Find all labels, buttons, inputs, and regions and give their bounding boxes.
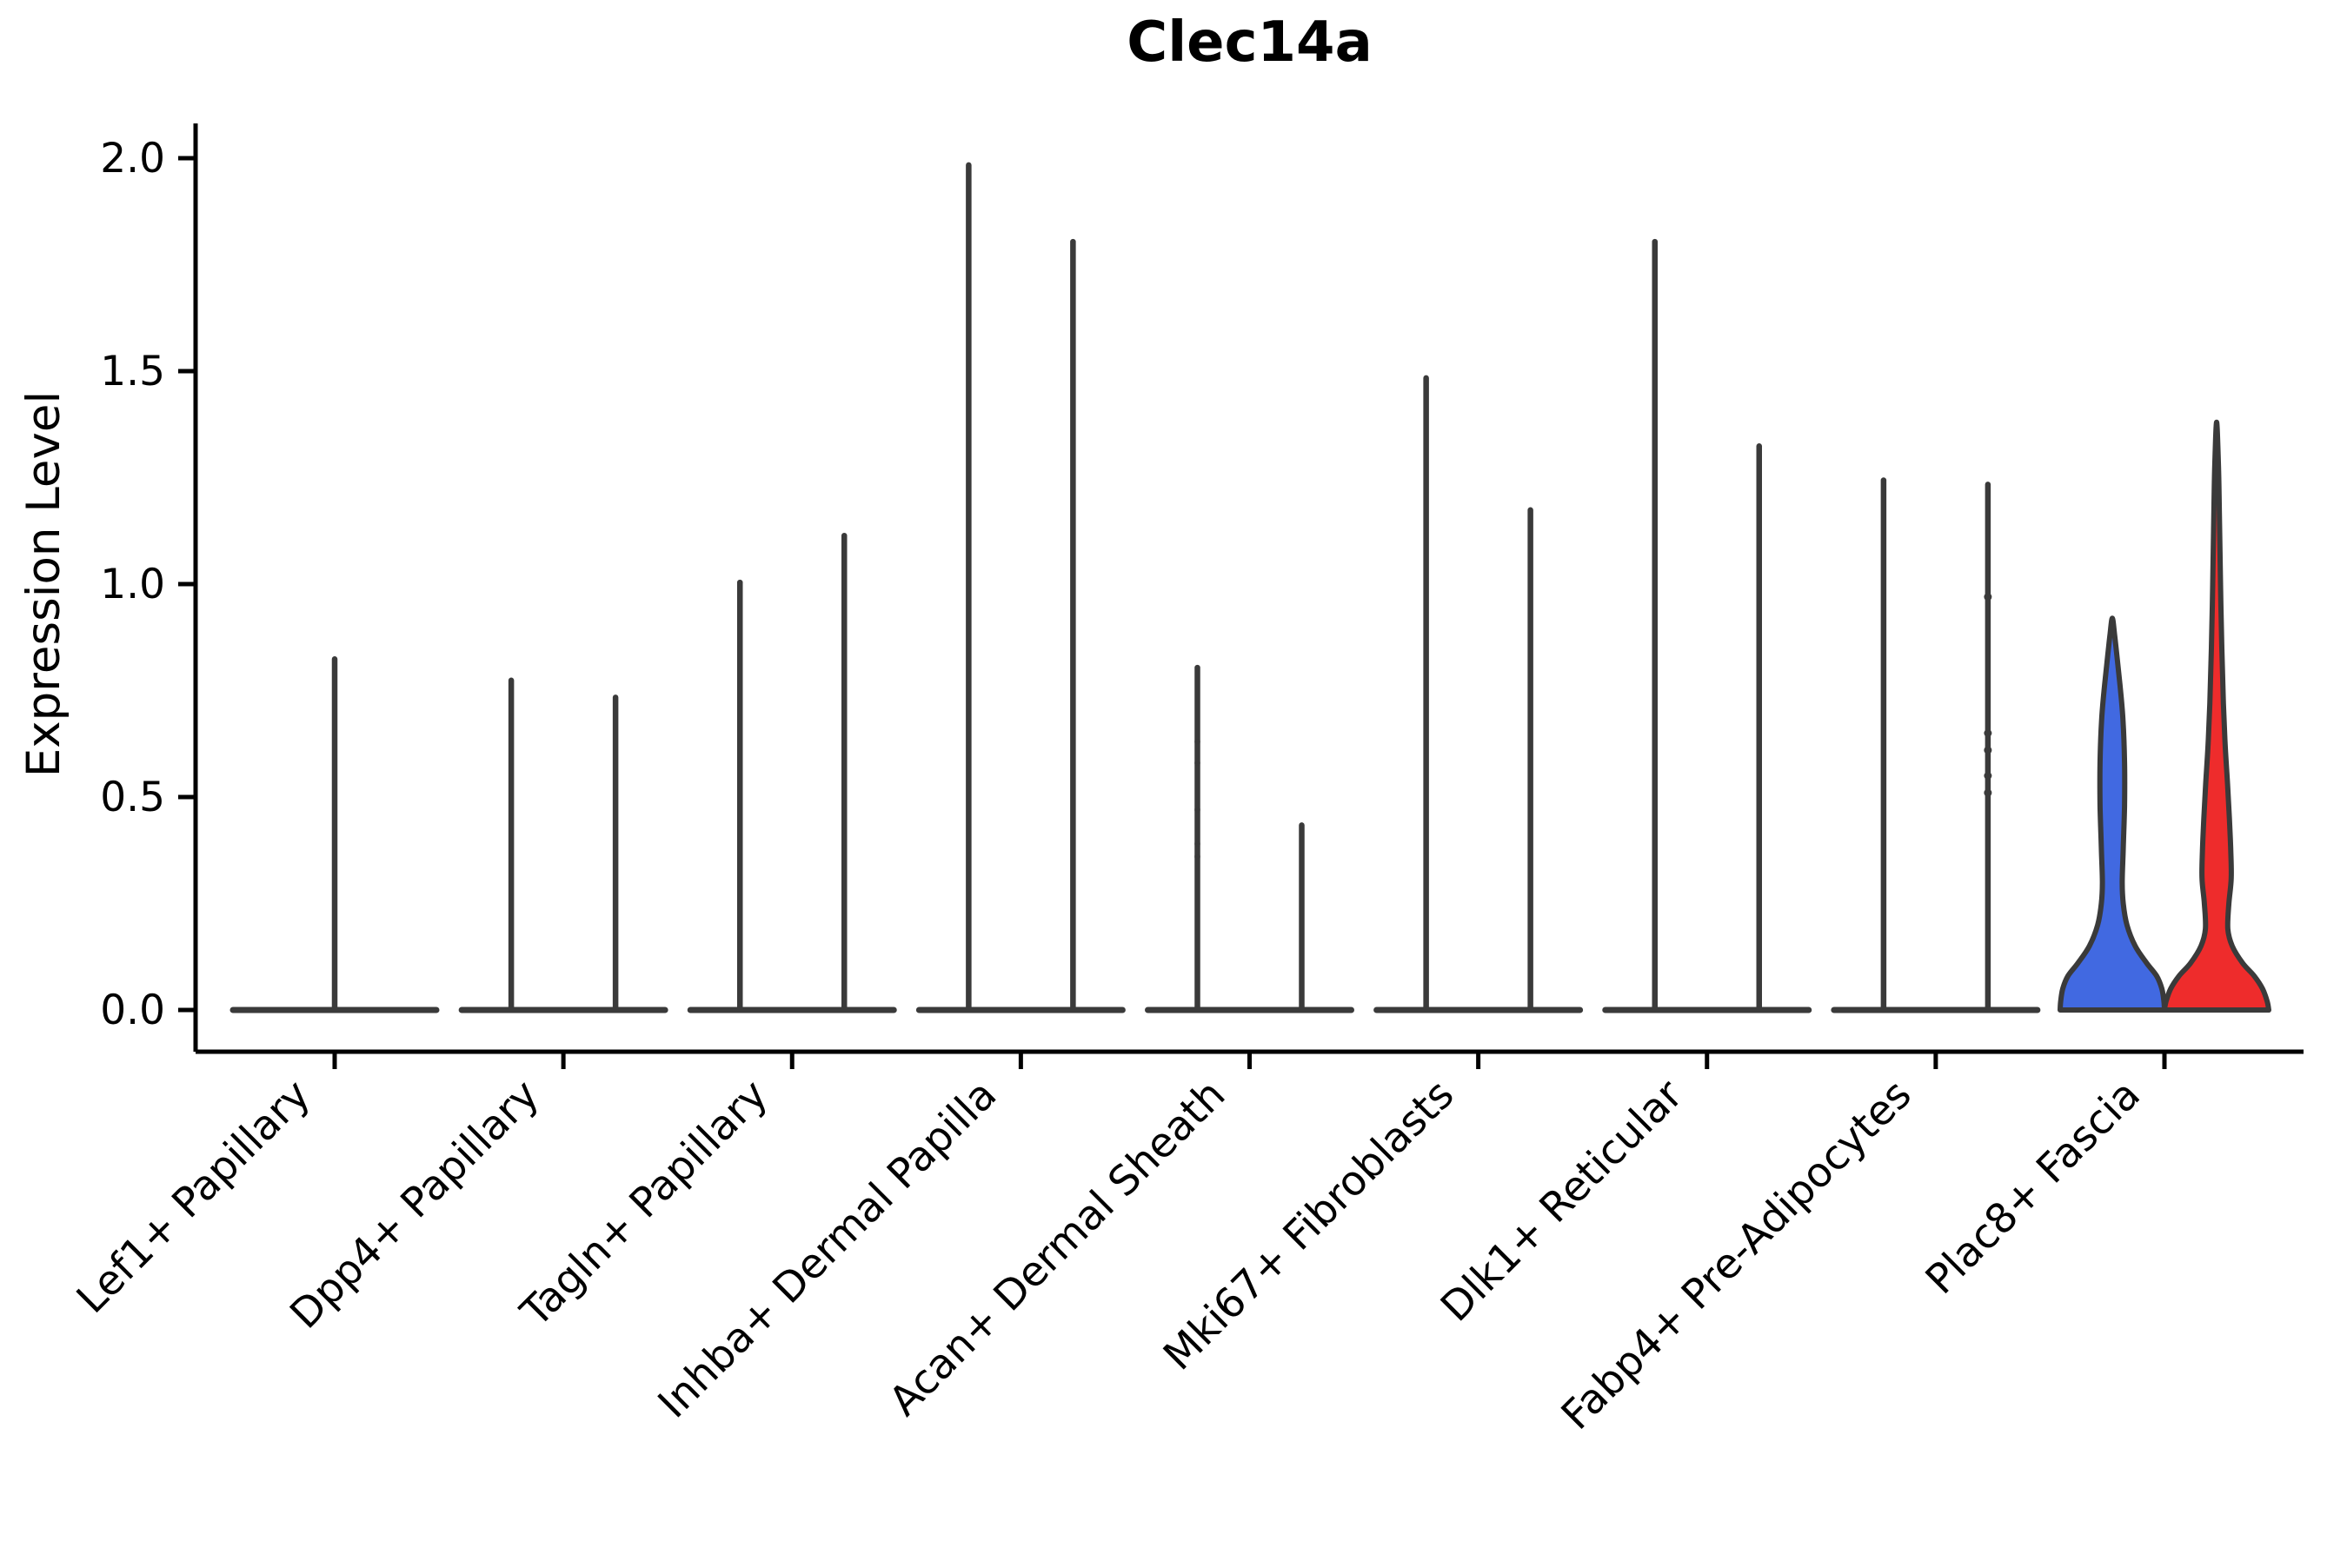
violin-shape [2162, 419, 2271, 1013]
x-tick-label: Tagln+ Papillary [511, 1071, 777, 1337]
cell-point [1984, 593, 1992, 601]
cell-point [1984, 746, 1992, 754]
cell-point [1984, 772, 1992, 780]
y-tick-label: 0.5 [100, 774, 165, 821]
y-tick-label: 2.0 [100, 135, 165, 183]
cell-point-faint [1194, 854, 1200, 860]
y-tick-label: 0.0 [100, 987, 165, 1034]
y-tick-label: 1.5 [100, 348, 165, 395]
x-tick-label: Lef1+ Papillary [68, 1071, 320, 1323]
y-axis-label: Expression Level [17, 390, 70, 778]
x-tick-label: Dpp4+ Papillary [281, 1071, 549, 1339]
cell-point-faint [1194, 738, 1200, 745]
cell-point [1984, 729, 1992, 737]
y-tick-label: 1.0 [100, 561, 165, 608]
x-tick-label: Dlk1+ Reticular [1432, 1070, 1692, 1331]
cell-point-faint [1194, 760, 1200, 767]
violin-shape [2058, 615, 2167, 1013]
chart-title: Clec14a [1127, 10, 1373, 75]
cell-point-faint [1194, 840, 1200, 847]
cell-point-faint [1194, 807, 1200, 814]
x-tick-label: Plac8+ Fascia [1917, 1071, 2150, 1304]
cell-point [1984, 788, 1992, 797]
